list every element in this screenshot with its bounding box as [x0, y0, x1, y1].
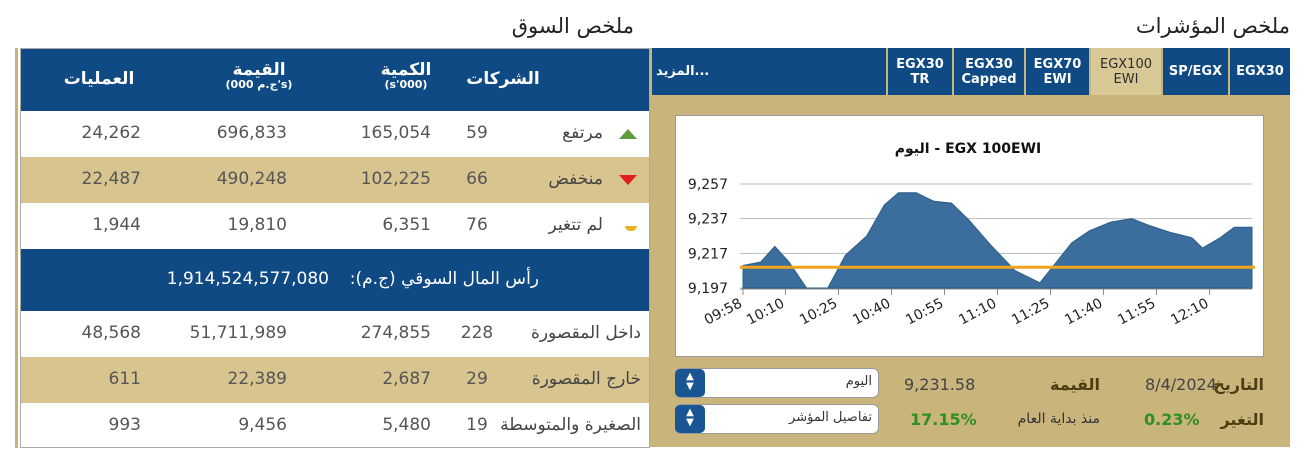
detail-value: 0.23% [1144, 410, 1200, 429]
dropdown-label: تفاصيل المؤشر [789, 410, 872, 425]
dropdown-label: اليوم [845, 374, 872, 389]
dropdown[interactable] [675, 368, 879, 398]
header-label: الكمية [380, 60, 432, 80]
index-tab[interactable]: EGX70 EWI [1026, 48, 1089, 95]
table-cell: 19,810 [227, 215, 287, 235]
header-unit: (s'000) [384, 78, 428, 91]
table-cell: 48,568 [81, 323, 141, 343]
row-name: مرتفع [562, 123, 603, 143]
market-title: ملخص السوق [511, 14, 634, 38]
table-row [21, 357, 649, 403]
row-name: منخفض [548, 169, 603, 189]
more-tab[interactable]: المزيد... [652, 48, 886, 95]
table-cell: 24,262 [81, 123, 141, 143]
index-tab[interactable]: EGX30 Capped [954, 48, 1024, 95]
table-cell: 274,855 [360, 323, 431, 343]
tab-line: EGX70 [1033, 56, 1082, 72]
tab-line: SP/EGX [1168, 64, 1223, 79]
table-cell: 228 [460, 323, 494, 343]
detail-value: 9,231.58 [904, 375, 976, 394]
table-cell: 993 [108, 415, 141, 435]
chart-box [675, 115, 1264, 357]
indices-panel: EGX30 SP/EGX EGX100 EWI EGX70 EWI EGX30 Capped E… [650, 48, 1290, 447]
table-cell: 165,054 [360, 123, 431, 143]
table-cell: 490,248 [216, 169, 287, 189]
tab-line: EWI [1043, 71, 1072, 87]
row-name: خارج المقصورة [531, 369, 641, 389]
dropdown-arrows: ▲ ▼ [686, 407, 694, 428]
column-header: الشركات [433, 71, 573, 88]
header-label: العمليات [63, 69, 135, 89]
index-tab[interactable]: SP/EGX [1163, 48, 1228, 95]
column-header: الكمية (s'000) [336, 62, 476, 91]
header-row [21, 49, 649, 111]
table-row [21, 203, 649, 249]
table-cell: 696,833 [216, 123, 287, 143]
dropdown-button[interactable] [675, 405, 705, 433]
side-bar [15, 48, 18, 448]
detail-label: التغير [1220, 410, 1264, 429]
row-name: لم تتغير [548, 215, 603, 235]
table-cell: 22,389 [227, 369, 287, 389]
table-row [21, 111, 649, 157]
trend-icon [619, 129, 637, 139]
detail-label: التاريخ [1213, 375, 1264, 394]
detail-value: 8/4/2024 [1145, 375, 1217, 394]
dropdown-button[interactable] [675, 369, 705, 397]
table-cell: 19 [466, 415, 488, 435]
index-tab[interactable]: EGX30 [1230, 48, 1290, 95]
tab-line: EGX100 [1099, 56, 1152, 72]
tab-line: EGX30 [1236, 64, 1284, 79]
table-cell: 9,456 [238, 415, 287, 435]
column-header: العمليات [29, 71, 169, 88]
table-cell: 5,480 [382, 415, 431, 435]
table-cell: 6,351 [382, 215, 431, 235]
table-row [21, 157, 649, 203]
table-cell: 66 [466, 169, 488, 189]
index-tab[interactable]: EGX100 EWI [1091, 48, 1161, 95]
row-name: الصغيرة والمتوسطة [500, 415, 641, 435]
detail-label: القيمة [1050, 375, 1100, 394]
tab-line: TR [910, 71, 930, 87]
index-tab[interactable]: EGX30 TR [888, 48, 952, 95]
table-row [21, 311, 649, 357]
tab-line: Capped [961, 71, 1017, 87]
table-row [21, 403, 649, 447]
detail-value: 17.15% [910, 410, 977, 429]
table-cell: 51,711,989 [189, 323, 287, 343]
table-cell: 611 [108, 369, 141, 389]
tab-line: EGX30 [896, 56, 944, 72]
indices-title: ملخص المؤشرات [1135, 14, 1290, 38]
header-unit: (ج.م 000's) [225, 78, 293, 91]
tab-line: EGX30 [965, 56, 1013, 72]
tab-line: EWI [1113, 71, 1139, 87]
header-label: الشركات [466, 69, 540, 89]
header-label: القيمة [232, 60, 286, 80]
more-label: المزيد... [656, 64, 710, 79]
table-cell: 59 [466, 123, 488, 143]
market-cap-row [21, 249, 649, 311]
table-cell: 22,487 [81, 169, 141, 189]
dropdown[interactable] [675, 404, 879, 434]
table-cell: 29 [466, 369, 488, 389]
market-cap-value: 1,914,524,577,080 [166, 269, 329, 289]
market-cap-label: رأس المال السوقي (ج.م): [349, 269, 539, 289]
dropdown-arrows: ▲ ▼ [686, 371, 694, 392]
table-cell: 1,944 [92, 215, 141, 235]
row-name: داخل المقصورة [530, 323, 641, 343]
trend-icon [619, 175, 637, 185]
table-cell: 76 [466, 215, 488, 235]
table-cell: 2,687 [382, 369, 431, 389]
detail-label: منذ بداية العام [1017, 411, 1100, 427]
trend-icon [625, 226, 637, 231]
column-header: القيمة (ج.م 000's) [189, 62, 329, 91]
market-table: الشركات الكمية (s'000) القيمة (ج.م 000's) الع… [20, 48, 650, 448]
table-cell: 102,225 [360, 169, 431, 189]
